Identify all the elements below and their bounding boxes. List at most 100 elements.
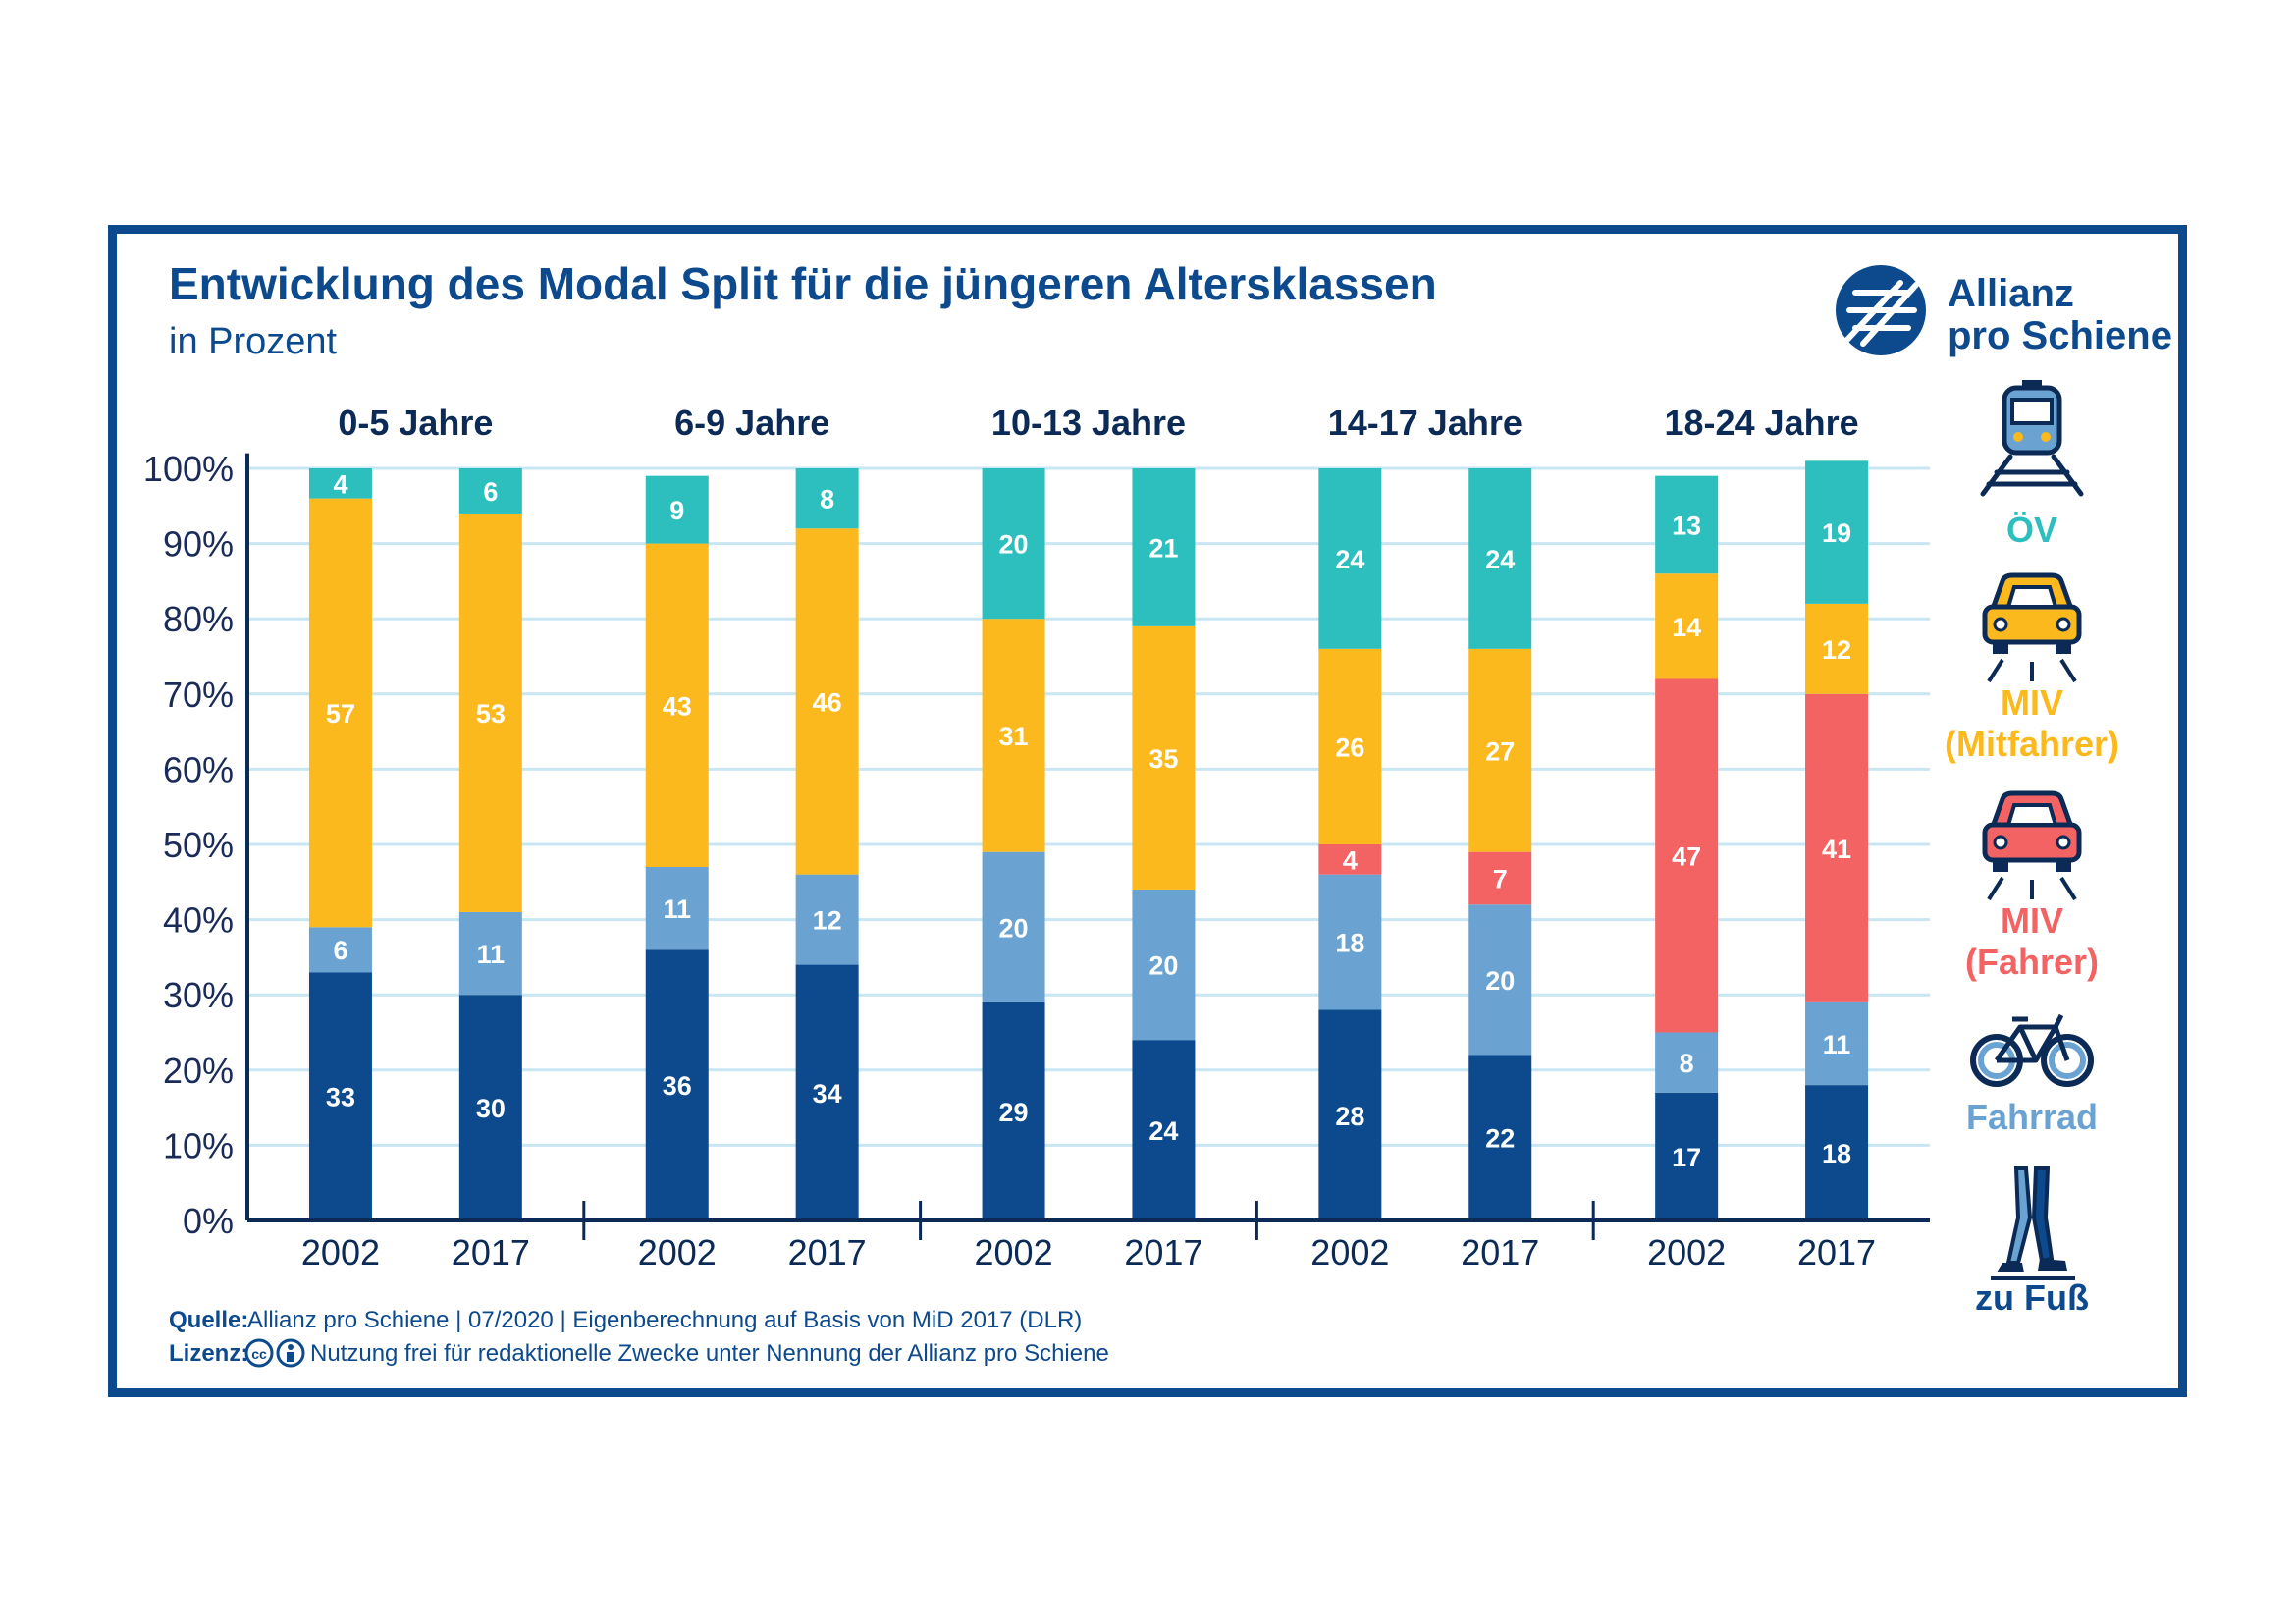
value-label: 13 bbox=[1672, 511, 1701, 540]
year-label: 2017 bbox=[452, 1232, 530, 1272]
bar-segment-fahrrad bbox=[1655, 1032, 1719, 1093]
y-tick-label: 90% bbox=[163, 524, 234, 565]
footer-source-label: Quelle: bbox=[169, 1307, 248, 1333]
year-label: 2017 bbox=[788, 1232, 867, 1272]
y-tick-label: 60% bbox=[163, 749, 234, 789]
value-label: 6 bbox=[333, 936, 347, 965]
value-label: 43 bbox=[663, 691, 692, 721]
bar-segment-miv_fahrer bbox=[1468, 851, 1532, 905]
bar-segment-oev bbox=[308, 468, 372, 499]
legend-label-miv-mitfahrer-1: MIV bbox=[2001, 682, 2063, 723]
bar-segment-miv_mitfahrer bbox=[1468, 648, 1532, 852]
value-label: 22 bbox=[1485, 1124, 1515, 1154]
value-label: 24 bbox=[1148, 1116, 1178, 1146]
value-label: 9 bbox=[669, 496, 684, 525]
bar-segment-oev bbox=[1132, 468, 1196, 626]
bar-segment-fahrrad bbox=[1468, 904, 1532, 1056]
bar-segment-fahrrad bbox=[645, 866, 709, 950]
legend-label-fuss: zu Fuß bbox=[1975, 1277, 2089, 1318]
y-tick-label: 10% bbox=[163, 1125, 234, 1165]
value-label: 24 bbox=[1335, 545, 1364, 574]
year-label: 2017 bbox=[1797, 1232, 1876, 1272]
legend-label-miv-fahrer-2: (Fahrer) bbox=[1965, 942, 2099, 982]
grid bbox=[247, 466, 1930, 1147]
year-label: 2017 bbox=[1124, 1232, 1202, 1272]
bar-segment-miv_mitfahrer bbox=[1132, 625, 1196, 890]
bar-segment-oev bbox=[1318, 468, 1382, 649]
legend-label-fahrrad: Fahrrad bbox=[1966, 1097, 2098, 1137]
bar-segment-oev bbox=[645, 475, 709, 544]
value-label: 20 bbox=[999, 913, 1029, 943]
year-label: 2002 bbox=[301, 1232, 380, 1272]
bar-segment-miv_fahrer bbox=[1318, 844, 1382, 875]
bar-segment-fuss bbox=[1655, 1092, 1719, 1220]
bar-segment-miv_mitfahrer bbox=[1655, 573, 1719, 679]
svg-text:cc: cc bbox=[251, 1346, 267, 1362]
bar-segment-fuss bbox=[1805, 1085, 1869, 1220]
value-label: 26 bbox=[1335, 732, 1364, 762]
y-tick-label: 40% bbox=[163, 900, 234, 941]
bar-segment-oev bbox=[1805, 460, 1869, 604]
value-label: 18 bbox=[1335, 929, 1364, 958]
value-label: 20 bbox=[1485, 966, 1515, 996]
value-label: 11 bbox=[477, 940, 506, 969]
y-tick-label: 100% bbox=[143, 449, 234, 489]
value-label: 24 bbox=[1485, 545, 1515, 574]
logo-rail-icon bbox=[1842, 280, 1919, 347]
bicycle-icon bbox=[1970, 1013, 2094, 1087]
bars: 33 6 57 4 30 11 53 6 36 11 43 9 34 12 46 8 29 20 31 20 24 20 3… bbox=[308, 460, 1869, 1220]
y-tick-label: 80% bbox=[163, 599, 234, 639]
bar-segment-fahrrad bbox=[1132, 889, 1196, 1041]
bar-segment-miv_mitfahrer bbox=[645, 543, 709, 867]
year-label: 2002 bbox=[638, 1232, 717, 1272]
bar-segment-oev bbox=[982, 468, 1045, 620]
legend-label-oev: ÖV bbox=[2006, 510, 2057, 550]
value-label: 53 bbox=[476, 699, 506, 729]
value-label: 47 bbox=[1672, 841, 1701, 871]
y-tick-label: 30% bbox=[163, 975, 234, 1015]
y-axis: 0% 10% 20% 30% 40% 50% 60% 70% 80% 90% 100% bbox=[143, 449, 249, 1241]
bar-segment-fahrrad bbox=[458, 911, 522, 996]
year-label: 2002 bbox=[1647, 1232, 1726, 1272]
group-label: 10-13 Jahre bbox=[991, 403, 1186, 443]
group-label: 0-5 Jahre bbox=[338, 403, 493, 443]
logo-text-line2: pro Schiene bbox=[1948, 314, 2172, 357]
bar-segment-fuss bbox=[795, 964, 859, 1220]
logo-text-line1: Allianz bbox=[1948, 272, 2074, 315]
y-tick-label: 70% bbox=[163, 675, 234, 715]
bar-segment-fahrrad bbox=[308, 927, 372, 973]
bar-segment-miv_mitfahrer bbox=[1805, 603, 1869, 694]
bar-segment-miv_mitfahrer bbox=[1318, 648, 1382, 844]
y-tick-label: 0% bbox=[183, 1201, 234, 1241]
bar-segment-oev bbox=[458, 468, 522, 514]
group-label: 14-17 Jahre bbox=[1328, 403, 1522, 443]
legend: ÖV MIV (Mitfahrer) bbox=[1945, 380, 2119, 1318]
value-label: 30 bbox=[476, 1094, 506, 1123]
bar-segment-fuss bbox=[982, 1001, 1045, 1220]
value-label: 8 bbox=[1680, 1049, 1694, 1078]
value-label: 8 bbox=[820, 485, 834, 514]
bar-segment-fahrrad bbox=[982, 851, 1045, 1002]
value-label: 34 bbox=[813, 1079, 842, 1109]
year-label: 2017 bbox=[1461, 1232, 1539, 1272]
bar-segment-miv_mitfahrer bbox=[982, 619, 1045, 852]
bar-segment-miv_mitfahrer bbox=[308, 498, 372, 928]
value-label: 20 bbox=[1148, 951, 1178, 981]
year-label: 2002 bbox=[1310, 1232, 1389, 1272]
value-label: 14 bbox=[1672, 613, 1701, 642]
value-label: 21 bbox=[1148, 533, 1178, 563]
bar-segment-fahrrad bbox=[795, 874, 859, 965]
value-label: 17 bbox=[1672, 1143, 1701, 1172]
year-label: 2002 bbox=[975, 1232, 1053, 1272]
value-label: 12 bbox=[813, 906, 842, 936]
value-label: 18 bbox=[1822, 1139, 1851, 1168]
value-label: 29 bbox=[999, 1098, 1029, 1127]
value-label: 11 bbox=[663, 894, 691, 924]
bar-segment-miv_mitfahrer bbox=[795, 528, 859, 875]
bar-segment-fuss bbox=[645, 949, 709, 1220]
bar-segment-miv_fahrer bbox=[1655, 678, 1719, 1033]
bar-segment-miv_fahrer bbox=[1805, 693, 1869, 1002]
car-driver-icon bbox=[1982, 790, 2082, 901]
bar-segment-fuss bbox=[1132, 1040, 1196, 1220]
